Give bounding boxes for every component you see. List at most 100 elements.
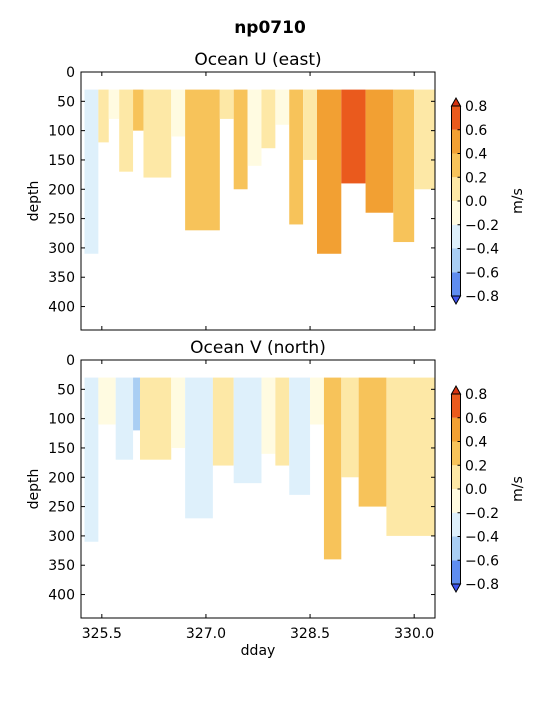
colorbar-extend-min: [450, 583, 462, 594]
data-cell: [393, 89, 415, 243]
colorbar-band: [451, 417, 461, 442]
colorbar-tick-label: 0.8: [465, 99, 487, 115]
y-tick-label: 250: [48, 500, 75, 516]
data-cell: [261, 89, 276, 149]
x-tick-label: 328.5: [290, 626, 330, 642]
chart-title: Ocean V (north): [190, 338, 326, 358]
data-cell: [133, 89, 144, 131]
x-tick-label: 330.0: [394, 626, 434, 642]
data-cell: [323, 377, 342, 560]
colorbar-band: [451, 465, 461, 489]
colorbar-tick-label: 0.2: [465, 458, 487, 474]
y-tick-label: 100: [48, 124, 75, 140]
y-tick-label: 350: [48, 558, 75, 574]
y-tick-label: 150: [48, 153, 75, 169]
colorbar-extend-max: [450, 96, 462, 107]
y-tick-label: 400: [48, 300, 75, 316]
data-cell: [414, 89, 435, 190]
colorbar-extend-min: [450, 295, 462, 306]
colorbar-tick-label: 0.2: [465, 170, 487, 186]
data-cell: [171, 89, 186, 137]
colorbar-tick-label: 0.4: [465, 147, 487, 163]
data-cell: [289, 89, 304, 225]
data-cell: [303, 89, 317, 160]
y-tick-label: 100: [48, 412, 75, 428]
data-cell: [233, 377, 262, 484]
y-tick-label: 350: [48, 270, 75, 286]
colorbar-tick-label: −0.4: [465, 530, 499, 546]
y-tick-label: 300: [48, 529, 75, 545]
data-cell: [108, 89, 120, 119]
data-cell: [171, 377, 186, 448]
colorbar-tick-label: −0.4: [465, 242, 499, 258]
colorbar-tick-label: −0.8: [465, 577, 499, 593]
y-tick-label: 150: [48, 441, 75, 457]
colorbar-extend-max: [450, 384, 462, 395]
chart-panel-1: [80, 71, 436, 331]
y-tick-label: 0: [66, 353, 75, 369]
y-tick-label: 300: [48, 241, 75, 257]
colorbar-band: [451, 489, 461, 513]
data-cell: [98, 377, 116, 425]
y-tick-label: 200: [48, 182, 75, 198]
data-cell: [358, 377, 387, 507]
data-cell: [247, 89, 262, 166]
colorbar-tick-label: 0.6: [465, 123, 487, 139]
x-tick-label: 325.5: [82, 626, 122, 642]
colorbar-band: [451, 536, 461, 561]
colorbar-tick-label: 0.4: [465, 435, 487, 451]
colorbar-band: [451, 441, 461, 466]
colorbar-tick-label: −0.8: [465, 289, 499, 305]
colorbar-2: [450, 384, 462, 594]
plot-frame: [80, 71, 436, 331]
colorbar-label: m/s: [510, 476, 526, 502]
y-tick-label: 50: [57, 94, 75, 110]
plot-frame: [80, 359, 436, 619]
data-cell: [233, 89, 248, 190]
data-cell: [185, 89, 220, 231]
colorbar-1: [450, 96, 462, 306]
data-cell: [219, 89, 234, 119]
data-cell: [98, 89, 109, 143]
data-cell: [386, 377, 435, 536]
y-tick-label: 50: [57, 382, 75, 398]
colorbar-band: [451, 394, 461, 418]
colorbar-tick-label: 0.0: [465, 194, 487, 210]
x-axis-label: dday: [241, 643, 276, 659]
data-cell: [133, 377, 140, 431]
colorbar-band: [451, 106, 461, 130]
y-axis-label: depth: [26, 469, 42, 510]
data-cell: [289, 377, 311, 495]
x-tick-label: 327.0: [186, 626, 226, 642]
data-cell: [310, 377, 324, 425]
colorbar-band: [451, 224, 461, 249]
colorbar-tick-label: 0.8: [465, 387, 487, 403]
colorbar-band: [451, 248, 461, 273]
colorbar-band: [451, 153, 461, 178]
y-axis-label: depth: [26, 181, 42, 222]
data-cell: [261, 377, 276, 454]
colorbar-tick-label: −0.2: [465, 506, 499, 522]
chart-title: Ocean U (east): [194, 50, 321, 70]
data-cell: [119, 89, 134, 172]
colorbar-tick-label: −0.2: [465, 218, 499, 234]
data-cell: [275, 377, 290, 466]
colorbar-band: [451, 272, 461, 296]
data-cell: [140, 377, 172, 460]
colorbar-label: m/s: [510, 188, 526, 214]
y-tick-label: 200: [48, 470, 75, 486]
colorbar-tick-label: 0.0: [465, 482, 487, 498]
data-cell: [341, 89, 366, 184]
colorbar-band: [451, 512, 461, 537]
colorbar-tick-label: −0.6: [465, 265, 499, 281]
data-cell: [365, 89, 394, 213]
colorbar-tick-label: 0.6: [465, 411, 487, 427]
chart-panel-2: [80, 359, 436, 619]
colorbar-band: [451, 201, 461, 225]
data-cell: [317, 89, 342, 254]
colorbar-tick-label: −0.6: [465, 553, 499, 569]
y-tick-label: 250: [48, 212, 75, 228]
data-cell: [341, 377, 359, 478]
data-cell: [143, 89, 172, 178]
